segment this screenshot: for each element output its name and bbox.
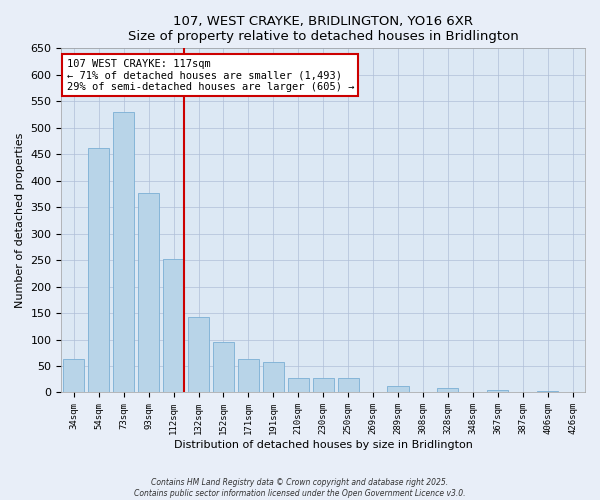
Bar — [88, 148, 109, 392]
Bar — [338, 378, 359, 392]
Bar — [188, 317, 209, 392]
Bar — [238, 358, 259, 392]
Y-axis label: Number of detached properties: Number of detached properties — [15, 132, 25, 308]
Bar — [437, 388, 458, 392]
Bar — [487, 390, 508, 392]
Bar — [163, 259, 184, 392]
Bar — [313, 378, 334, 392]
Bar — [388, 386, 409, 392]
Bar — [113, 112, 134, 392]
Bar — [263, 362, 284, 392]
Text: 107 WEST CRAYKE: 117sqm
← 71% of detached houses are smaller (1,493)
29% of semi: 107 WEST CRAYKE: 117sqm ← 71% of detache… — [67, 58, 354, 92]
Bar — [138, 194, 159, 392]
Bar — [63, 359, 85, 392]
Bar — [213, 342, 234, 392]
X-axis label: Distribution of detached houses by size in Bridlington: Distribution of detached houses by size … — [174, 440, 473, 450]
Bar — [287, 378, 309, 392]
Title: 107, WEST CRAYKE, BRIDLINGTON, YO16 6XR
Size of property relative to detached ho: 107, WEST CRAYKE, BRIDLINGTON, YO16 6XR … — [128, 15, 518, 43]
Bar — [537, 391, 558, 392]
Text: Contains HM Land Registry data © Crown copyright and database right 2025.
Contai: Contains HM Land Registry data © Crown c… — [134, 478, 466, 498]
